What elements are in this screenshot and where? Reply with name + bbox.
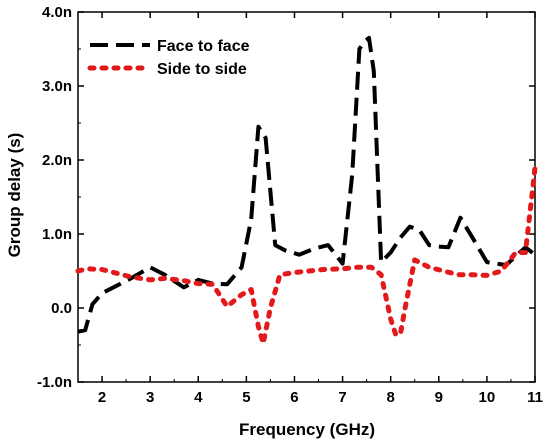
x-tick-label: 4 [194, 389, 203, 406]
legend-label-side-to-side: Side to side [157, 61, 247, 78]
y-tick-label: 3.0n [42, 78, 72, 95]
x-tick-label: 9 [435, 389, 443, 406]
y-tick-label: 0.0 [51, 300, 72, 317]
x-tick-label: 6 [290, 389, 298, 406]
plot-frame [77, 11, 536, 383]
y-tick-label: 4.0n [42, 4, 72, 21]
x-tick-label: 11 [527, 389, 543, 406]
x-axis: 2 3 4 5 6 7 8 9 10 11 [98, 12, 543, 406]
y-tick-label: -1.0n [37, 374, 72, 391]
x-tick-label: 5 [242, 389, 250, 406]
x-tick-label: 8 [387, 389, 395, 406]
y-axis-title: Group delay (s) [5, 133, 24, 258]
legend: Face to face Side to side [87, 38, 250, 78]
x-tick-label: 3 [146, 389, 154, 406]
x-tick-label: 10 [479, 389, 496, 406]
series-layer [75, 35, 538, 346]
y-axis: -1.0n 0.0 1.0n 2.0n 3.0n 4.0n [37, 4, 535, 391]
x-tick-label: 2 [98, 389, 106, 406]
plot-border [77, 11, 536, 383]
y-tick-label: 1.0n [42, 226, 72, 243]
legend-label-face-to-face: Face to face [157, 38, 250, 55]
x-axis-title: Frequency (GHz) [239, 420, 375, 439]
y-tick-label: 2.0n [42, 152, 72, 169]
series-line-side-to-side [75, 164, 538, 346]
x-tick-label: 7 [338, 389, 346, 406]
series-line-face-to-face [77, 35, 537, 334]
